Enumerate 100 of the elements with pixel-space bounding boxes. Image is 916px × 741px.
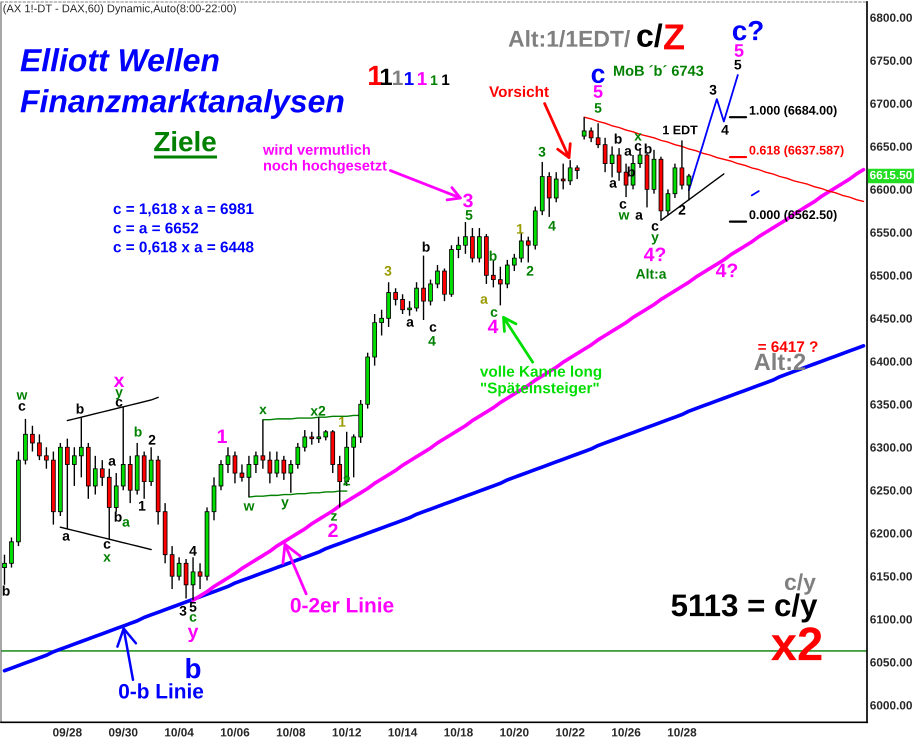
line-series [583,116,864,202]
candlestick [463,221,468,255]
annotation: 1 [431,75,438,85]
candlestick [295,442,300,470]
y-tick-label: 6200.00 [870,529,912,538]
candlestick [526,236,531,264]
annotation: 1 [517,224,524,234]
annotation: 4 [488,320,498,334]
annotation: a [406,319,414,327]
candlestick [582,116,586,140]
annotation: 1 [380,68,392,85]
annotation: 5113 = c/y [672,593,818,623]
candlestick [518,232,524,264]
annotation: 2 [343,476,350,486]
y-tick-label: 6000.00 [870,701,912,710]
candlestick [512,253,517,272]
candlestick [176,556,182,582]
annotation: a [480,296,488,304]
x-tick-label: 09/28 [53,728,82,737]
candlestick [100,459,105,487]
candlestick [316,416,322,444]
annotation: 1 [442,74,450,85]
text: 6615.50 [870,170,912,180]
candlestick [240,464,244,482]
annotation: c = a = 6652 [114,222,198,234]
candlestick [568,159,573,186]
candlestick [9,536,14,568]
annotation: a [108,458,116,466]
candlestick [435,264,440,289]
annotation: c [116,399,122,407]
x-tick-label: 10/06 [220,728,250,737]
annotation: 5 [734,44,744,57]
annotation: = 6417 ? [758,341,818,352]
annotation: b [186,658,200,678]
y-tick-label: 6550.00 [870,228,912,237]
candlestick [309,431,314,446]
annotation: c/ [637,24,662,48]
annotation: c [18,403,26,411]
annotation: 5 [594,103,602,113]
candlestick [37,434,42,461]
annotation: 4 [428,336,436,346]
candlestick [442,268,447,302]
candlestick [198,562,202,590]
candlestick [254,450,258,474]
candlestick [610,146,614,178]
annotation: 5 [594,85,603,98]
annotation: 1 [218,430,227,444]
annotation: 1 [393,70,403,85]
annotation: 1 [339,417,346,427]
annotation: w [244,503,254,511]
annotation: 0-2er Linie [290,597,394,613]
annotation: a [636,212,643,220]
annotation: x2 [310,406,326,416]
candlestick [680,140,684,190]
annotation: 3 [179,606,186,616]
candlestick [574,164,580,180]
candlestick [414,282,419,312]
annotation: Alt:a [636,268,667,279]
annotation: a [610,180,617,188]
annotation: 1 [369,66,382,85]
annotation: 4 [721,125,729,135]
annotation: 1 [404,72,414,85]
annotation: 5 [466,210,472,220]
candlestick [337,455,342,508]
candlestick [546,171,552,218]
annotation: 2 [526,266,534,276]
annotation: y [188,628,198,642]
candlestick [184,558,188,600]
annotation: b [644,143,652,154]
annotation: 5 [734,60,742,70]
x-tick-label: 10/20 [500,728,529,737]
candlestick [560,162,566,190]
candlestick [602,137,608,173]
annotation: b [76,404,84,414]
candlestick [393,288,398,306]
candlestick [72,446,77,487]
x-tick-label: 10/08 [276,728,306,737]
annotation: c = 1,618 x a = 6981 [114,203,254,216]
candlestick [190,556,196,601]
candlestick [596,122,600,149]
annotation: 0-b Linie [119,683,204,699]
y-tick-label: 6650.00 [870,142,912,151]
candlestick [477,227,482,264]
candlestick [114,472,119,512]
annotation: 4 [548,221,556,231]
annotation: c [592,68,605,84]
annotation: b [422,242,430,252]
annotation: 2 [328,523,338,538]
candlestick [498,266,503,306]
x-tick-label: 10/28 [668,728,696,737]
candlestick [624,162,628,198]
annotation: 3 [709,84,716,95]
ref-line-label: 1.000 (6684.00) [750,106,837,118]
annotation: c [620,201,626,209]
annotation: x [634,133,642,141]
y-tick-label: 6600.00 [870,185,912,194]
annotation: wird vermutlich noch hochgesetzt [262,144,387,174]
candlestick [218,459,224,491]
annotation: b [628,166,635,177]
x-tick-label: 10/04 [165,728,194,737]
